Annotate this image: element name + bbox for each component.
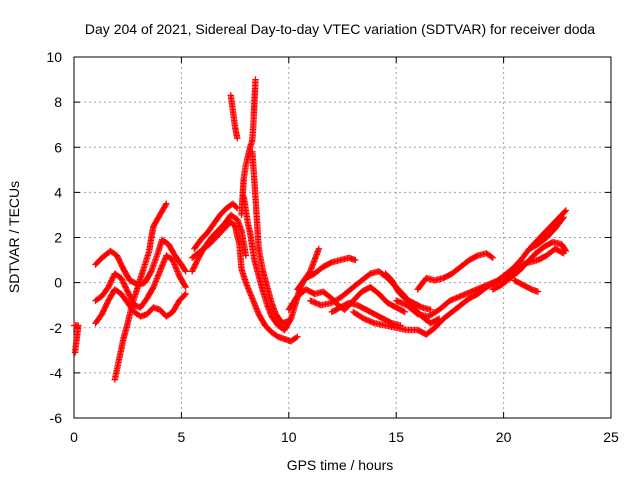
data-point — [294, 333, 301, 340]
x-tick-labels: 0 5 10 15 20 25 — [70, 429, 619, 445]
data-point — [285, 317, 292, 325]
y-axis-label: SDTVAR / TECUs — [6, 181, 22, 293]
data-point — [232, 203, 240, 211]
data-point — [400, 308, 407, 315]
data-point — [427, 306, 434, 313]
data-point — [182, 290, 189, 298]
series-s4 — [92, 286, 189, 327]
series-s1 — [70, 322, 82, 356]
y-tick-label: 10 — [46, 49, 62, 65]
series-s22 — [382, 270, 434, 313]
chart-title: Day 204 of 2021, Sidereal Day-to-day VTE… — [85, 21, 595, 37]
data-point — [234, 204, 241, 212]
data-point — [181, 291, 188, 299]
y-tick-label: 6 — [54, 139, 62, 155]
x-tick-label: 10 — [281, 429, 297, 445]
data-point — [561, 246, 569, 254]
data-point — [489, 254, 497, 262]
y-tick-label: 8 — [54, 94, 62, 110]
series-s11 — [240, 193, 323, 334]
data-point — [181, 282, 189, 290]
y-tick-labels: -6 -4 -2 0 2 4 6 8 10 — [46, 49, 62, 426]
data-point — [182, 268, 189, 275]
y-tick-label: 2 — [54, 230, 62, 246]
data-point — [562, 247, 570, 255]
series-s14 — [294, 254, 359, 293]
data-point — [71, 349, 79, 356]
x-tick-label: 0 — [70, 429, 78, 445]
data-point — [242, 252, 250, 259]
series-s21 — [528, 207, 570, 250]
series-s17 — [414, 250, 497, 293]
y-tick-label: 0 — [54, 275, 62, 291]
x-axis-label: GPS time / hours — [287, 457, 394, 473]
y-tick-label: 4 — [54, 184, 62, 200]
series-s2 — [92, 236, 189, 289]
x-tick-label: 20 — [496, 429, 512, 445]
series-s23 — [328, 299, 404, 329]
series-s5 — [111, 200, 170, 383]
data-point — [234, 135, 241, 142]
series-s9 — [227, 92, 241, 142]
data-point — [534, 288, 542, 295]
y-tick-label: -4 — [50, 365, 63, 381]
data-point — [352, 256, 359, 264]
series-s20 — [511, 277, 542, 295]
data-point — [315, 245, 323, 252]
axis-ticks — [73, 56, 612, 419]
grid — [74, 57, 611, 418]
series-s8 — [188, 218, 301, 345]
data-point — [401, 308, 408, 316]
series-s7 — [191, 200, 241, 252]
data-point — [182, 283, 189, 291]
data-point — [252, 76, 259, 83]
data-point — [292, 334, 300, 341]
y-tick-label: -2 — [50, 320, 63, 336]
x-tick-label: 5 — [178, 429, 186, 445]
x-tick-label: 15 — [388, 429, 404, 445]
y-tick-label: -6 — [50, 410, 63, 426]
data-point — [163, 200, 170, 207]
data-point — [397, 322, 404, 329]
data-point — [162, 201, 169, 209]
data-point — [562, 207, 570, 214]
data-point — [181, 267, 189, 274]
data-series — [70, 76, 570, 383]
data-point — [488, 253, 495, 261]
series-s13 — [285, 283, 408, 316]
series-s12 — [249, 148, 292, 327]
data-point — [147, 269, 154, 276]
x-tick-label: 25 — [603, 429, 619, 445]
data-point — [561, 208, 569, 215]
series-s19 — [489, 238, 570, 293]
